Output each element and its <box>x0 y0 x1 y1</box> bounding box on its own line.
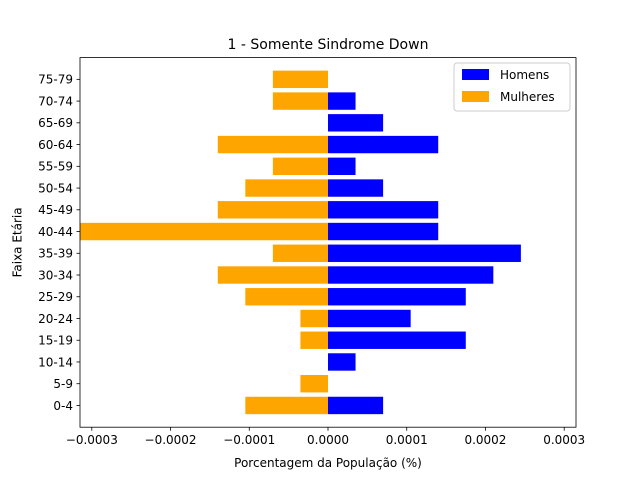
y-tick-label-30-34: 30-34 <box>38 268 73 282</box>
y-axis-label: Faixa Etária <box>11 207 25 277</box>
y-tick-label-60-64: 60-64 <box>38 138 73 152</box>
chart-title: 1 - Somente Sindrome Down <box>228 37 429 53</box>
bar-homens-15-19 <box>328 331 466 349</box>
x-tick-label-0: −0.0003 <box>66 433 118 447</box>
y-tick-label-0-4: 0-4 <box>53 399 73 413</box>
y-tick-label-45-49: 45-49 <box>38 203 73 217</box>
y-tick-label-50-54: 50-54 <box>38 181 73 195</box>
bar-mulheres-35-39 <box>272 244 328 262</box>
y-tick-label-75-79: 75-79 <box>38 73 73 87</box>
bar-homens-25-29 <box>328 288 466 306</box>
y-tick-label-10-14: 10-14 <box>38 355 73 369</box>
y-tick-label-5-9: 5-9 <box>53 377 73 391</box>
bar-homens-45-49 <box>328 201 439 219</box>
y-tick-label-70-74: 70-74 <box>38 94 73 108</box>
plot-frame <box>79 57 577 428</box>
bar-mulheres-5-9 <box>300 375 328 393</box>
x-tick-label-5: 0.0002 <box>464 433 506 447</box>
bar-mulheres-20-24 <box>300 309 328 328</box>
bar-homens-55-59 <box>328 157 356 176</box>
y-tick-label-55-59: 55-59 <box>38 160 73 174</box>
x-axis-label: Porcentagem da População (%) <box>234 456 422 470</box>
legend-label-mulheres: Mulheres <box>500 90 555 104</box>
bar-mulheres-55-59 <box>272 157 328 176</box>
y-tick-label-20-24: 20-24 <box>38 312 73 326</box>
bar-mulheres-70-74 <box>272 92 328 110</box>
bar-mulheres-45-49 <box>217 201 328 219</box>
bar-homens-65-69 <box>328 114 384 132</box>
bar-homens-40-44 <box>328 222 439 241</box>
bar-homens-10-14 <box>328 353 356 371</box>
bar-homens-50-54 <box>328 179 384 197</box>
x-axis: −0.0003 −0.0002 −0.0001 0.0000 0.0001 0.0002 0… <box>66 427 585 447</box>
bar-mulheres-0-4 <box>245 396 328 415</box>
bar-homens-35-39 <box>328 244 521 262</box>
y-tick-label-40-44: 40-44 <box>38 225 73 239</box>
x-tick-label-6: 0.0003 <box>543 433 585 447</box>
bar-homens-60-64 <box>328 135 439 154</box>
bar-mulheres-40-44 <box>80 222 328 241</box>
y-tick-label-35-39: 35-39 <box>38 247 73 261</box>
bars-layer <box>80 70 521 415</box>
bar-homens-30-34 <box>328 266 494 284</box>
legend-swatch-mulheres <box>462 91 489 102</box>
y-tick-label-65-69: 65-69 <box>38 116 73 130</box>
bar-homens-20-24 <box>328 309 411 328</box>
legend-label-homens: Homens <box>500 68 549 82</box>
legend: Homens Mulheres <box>453 62 571 112</box>
legend-swatch-homens <box>462 69 489 80</box>
bar-homens-70-74 <box>328 92 356 110</box>
y-tick-label-25-29: 25-29 <box>38 290 73 304</box>
bar-mulheres-60-64 <box>217 135 328 154</box>
bar-mulheres-15-19 <box>300 331 328 349</box>
bar-mulheres-50-54 <box>245 179 328 197</box>
x-tick-label-1: −0.0002 <box>145 433 197 447</box>
y-axis: 0-4 5-9 10-14 15-19 20-24 25-29 30-34 35-39 40-4… <box>38 73 80 413</box>
x-tick-label-4: 0.0001 <box>386 433 428 447</box>
bar-mulheres-75-79 <box>272 70 328 89</box>
bar-mulheres-25-29 <box>245 288 328 306</box>
bar-mulheres-30-34 <box>217 266 328 284</box>
y-tick-label-15-19: 15-19 <box>38 334 73 348</box>
x-tick-label-2: −0.0001 <box>223 433 275 447</box>
x-tick-label-3: 0.0000 <box>307 433 349 447</box>
bar-homens-0-4 <box>328 396 384 415</box>
